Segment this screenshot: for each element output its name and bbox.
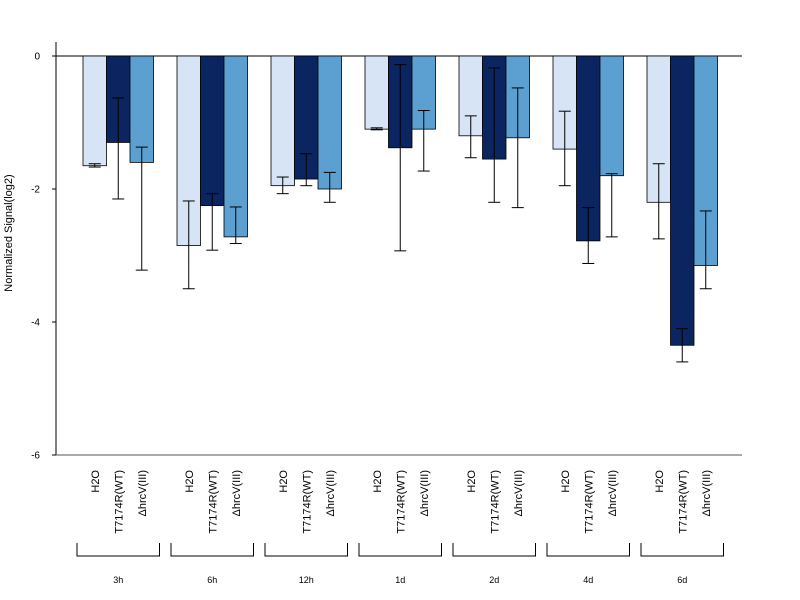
bar [670,55,695,346]
bar [317,55,342,190]
bar [82,55,107,167]
category-label: ΔhrcV(III) [513,470,525,516]
group-bracket [452,543,536,557]
category-label: T7174R(WT) [395,470,407,534]
group-label: 12h [299,575,314,585]
category-label: H2O [654,470,666,493]
category-label: H2O [278,470,290,493]
bar [599,55,624,177]
group-label: 3h [113,575,123,585]
y-tick-label: -2 [31,185,40,196]
group-label: 6h [207,575,217,585]
category-label: T7174R(WT) [207,470,219,534]
plot-area: 0 -2 -4 -6 H2O T7174R(WT) ΔhrcV(III) 3h H2O T7174… [31,42,742,585]
group-bracket [640,543,724,557]
y-tick-label: 0 [34,52,40,63]
bar [129,55,154,163]
category-label: H2O [560,470,572,493]
category-label: T7174R(WT) [583,470,595,534]
group-label: 2d [489,575,499,585]
category-label: T7174R(WT) [301,470,313,534]
bar [270,55,295,187]
group-bracket [76,543,160,557]
group-label: 4d [583,575,593,585]
group-bracket [358,543,442,557]
bar [200,55,225,207]
category-label: H2O [90,470,102,493]
category-label: T7174R(WT) [113,470,125,534]
group-label: 6d [677,575,687,585]
category-label: T7174R(WT) [677,470,689,534]
category-label: T7174R(WT) [489,470,501,534]
category-label: ΔhrcV(III) [231,470,243,516]
category-label: ΔhrcV(III) [607,470,619,516]
y-tick-label: -4 [31,318,40,329]
group-bracket [170,543,254,557]
category-label: H2O [466,470,478,493]
y-tick-label: -6 [31,451,40,462]
bar [364,55,389,130]
category-label: H2O [184,470,196,493]
category-label: ΔhrcV(III) [701,470,713,516]
group-bracket [264,543,348,557]
category-label: H2O [372,470,384,493]
y-axis-label: Normalized Signal(log2) [3,174,15,291]
group-label: 1d [395,575,405,585]
group-bracket [546,543,630,557]
category-label: ΔhrcV(III) [325,470,337,516]
category-label: ΔhrcV(III) [419,470,431,516]
category-label: ΔhrcV(III) [137,470,149,516]
